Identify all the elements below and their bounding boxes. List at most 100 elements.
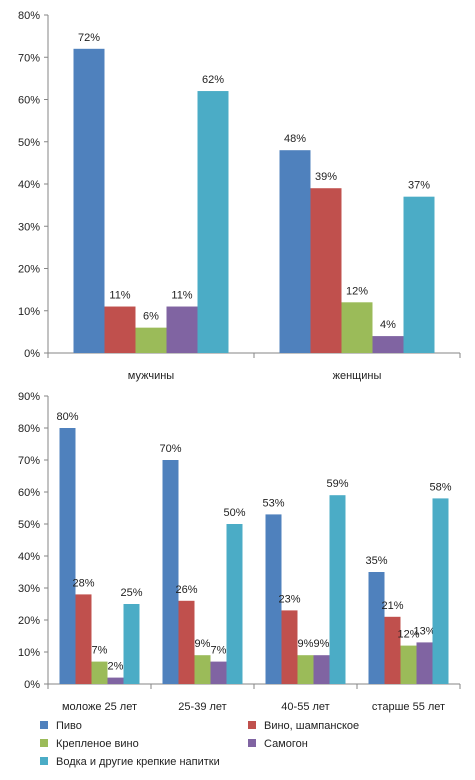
legend-label-fortified-wine: Крепленое вино: [56, 738, 139, 750]
data-label: 9%: [195, 638, 211, 650]
y-tick-label: 0%: [24, 348, 40, 360]
y-tick-label: 40%: [18, 551, 40, 563]
y-tick-label: 10%: [18, 306, 40, 318]
bar: [91, 661, 108, 684]
y-tick-label: 60%: [18, 487, 40, 499]
bar: [178, 600, 195, 684]
data-label: 48%: [284, 133, 306, 145]
data-label: 12%: [397, 629, 419, 641]
legend-item-vodka: Водка и другие крепкие напитки: [40, 756, 220, 768]
bar: [194, 655, 211, 684]
bar: [297, 655, 314, 684]
bar: [310, 188, 342, 353]
bar: [279, 150, 311, 353]
data-label: 50%: [223, 507, 245, 519]
y-tick-label: 80%: [18, 423, 40, 435]
legend-item-wine: Вино, шампанское: [248, 720, 359, 732]
data-label: 58%: [429, 481, 451, 493]
data-label: 23%: [278, 593, 300, 605]
legend-swatch-moonshine: [248, 739, 256, 747]
y-tick-label: 10%: [18, 647, 40, 659]
bar: [75, 594, 92, 684]
y-tick-label: 0%: [24, 679, 40, 691]
bar: [432, 498, 449, 684]
legend-swatch-wine: [248, 721, 256, 729]
data-label: 62%: [202, 74, 224, 86]
legend-label-beer: Пиво: [56, 720, 82, 732]
y-tick-label: 20%: [18, 615, 40, 627]
bar: [416, 642, 433, 684]
bar: [123, 604, 140, 684]
data-label: 9%: [298, 638, 314, 650]
legend-label-wine: Вино, шампанское: [264, 720, 360, 732]
data-label: 59%: [326, 478, 348, 490]
bar: [265, 514, 282, 684]
y-tick-label: 70%: [18, 455, 40, 467]
y-tick-label: 30%: [18, 583, 40, 595]
bar: [107, 677, 124, 684]
bar: [384, 616, 401, 684]
legend-item-beer: Пиво: [40, 720, 82, 732]
legend-item-fortified-wine: Крепленое вино: [40, 738, 139, 750]
bar: [329, 495, 346, 684]
bar: [135, 327, 167, 353]
bar: [166, 306, 198, 353]
legend-label-moonshine: Самогон: [264, 738, 308, 750]
data-label: 11%: [171, 290, 192, 302]
legend: Пиво Вино, шампанское Крепленое вино Сам…: [40, 716, 460, 778]
x-category-label: 40-55 лет: [281, 701, 329, 713]
data-label: 80%: [56, 411, 78, 423]
data-label: 9%: [314, 638, 330, 650]
bar: [400, 645, 417, 684]
data-label: 39%: [315, 171, 337, 183]
data-label: 21%: [381, 600, 403, 612]
bar: [372, 336, 404, 353]
bar: [403, 196, 435, 353]
legend-swatch-fortified-wine: [40, 739, 48, 747]
data-label: 13%: [413, 625, 435, 637]
bar: [210, 661, 227, 684]
data-label: 35%: [365, 555, 387, 567]
y-tick-label: 70%: [18, 52, 40, 64]
bar: [104, 306, 136, 353]
bar: [73, 48, 105, 354]
data-label: 25%: [120, 587, 142, 599]
legend-swatch-vodka: [40, 757, 48, 765]
data-label: 6%: [143, 311, 159, 323]
data-label: 37%: [408, 180, 430, 192]
y-tick-label: 50%: [18, 519, 40, 531]
bar: [341, 302, 373, 353]
x-category-label: женщины: [333, 370, 382, 382]
data-label: 26%: [175, 584, 197, 596]
x-category-label: мужчины: [128, 370, 174, 382]
y-tick-label: 60%: [18, 95, 40, 107]
x-category-label: моложе 25 лет: [62, 701, 137, 713]
data-label: 28%: [72, 577, 94, 589]
data-label: 2%: [108, 661, 124, 673]
data-label: 7%: [211, 645, 227, 657]
data-label: 72%: [78, 32, 100, 44]
y-tick-label: 30%: [18, 221, 40, 233]
bar: [59, 428, 76, 684]
bar: [162, 460, 179, 684]
data-label: 70%: [159, 443, 181, 455]
x-category-label: старше 55 лет: [372, 701, 445, 713]
y-tick-label: 90%: [18, 391, 40, 403]
data-label: 53%: [262, 497, 284, 509]
y-tick-label: 20%: [18, 264, 40, 276]
y-tick-label: 50%: [18, 137, 40, 149]
x-category-label: 25-39 лет: [178, 701, 226, 713]
data-label: 11%: [109, 290, 130, 302]
legend-label-vodka: Водка и другие крепкие напитки: [56, 756, 220, 768]
legend-swatch-beer: [40, 721, 48, 729]
y-tick-label: 40%: [18, 179, 40, 191]
bar: [313, 655, 330, 684]
y-tick-label: 80%: [18, 10, 40, 22]
bar: [226, 524, 243, 684]
data-label: 7%: [92, 645, 108, 657]
bar: [368, 572, 385, 684]
charts-canvas: 0% 10% 20% 30% 40% 50% 60% 70% 80% 72% 11% 6% 11% 62%…: [18, 10, 461, 713]
bar: [197, 91, 229, 354]
data-label: 4%: [380, 319, 396, 331]
